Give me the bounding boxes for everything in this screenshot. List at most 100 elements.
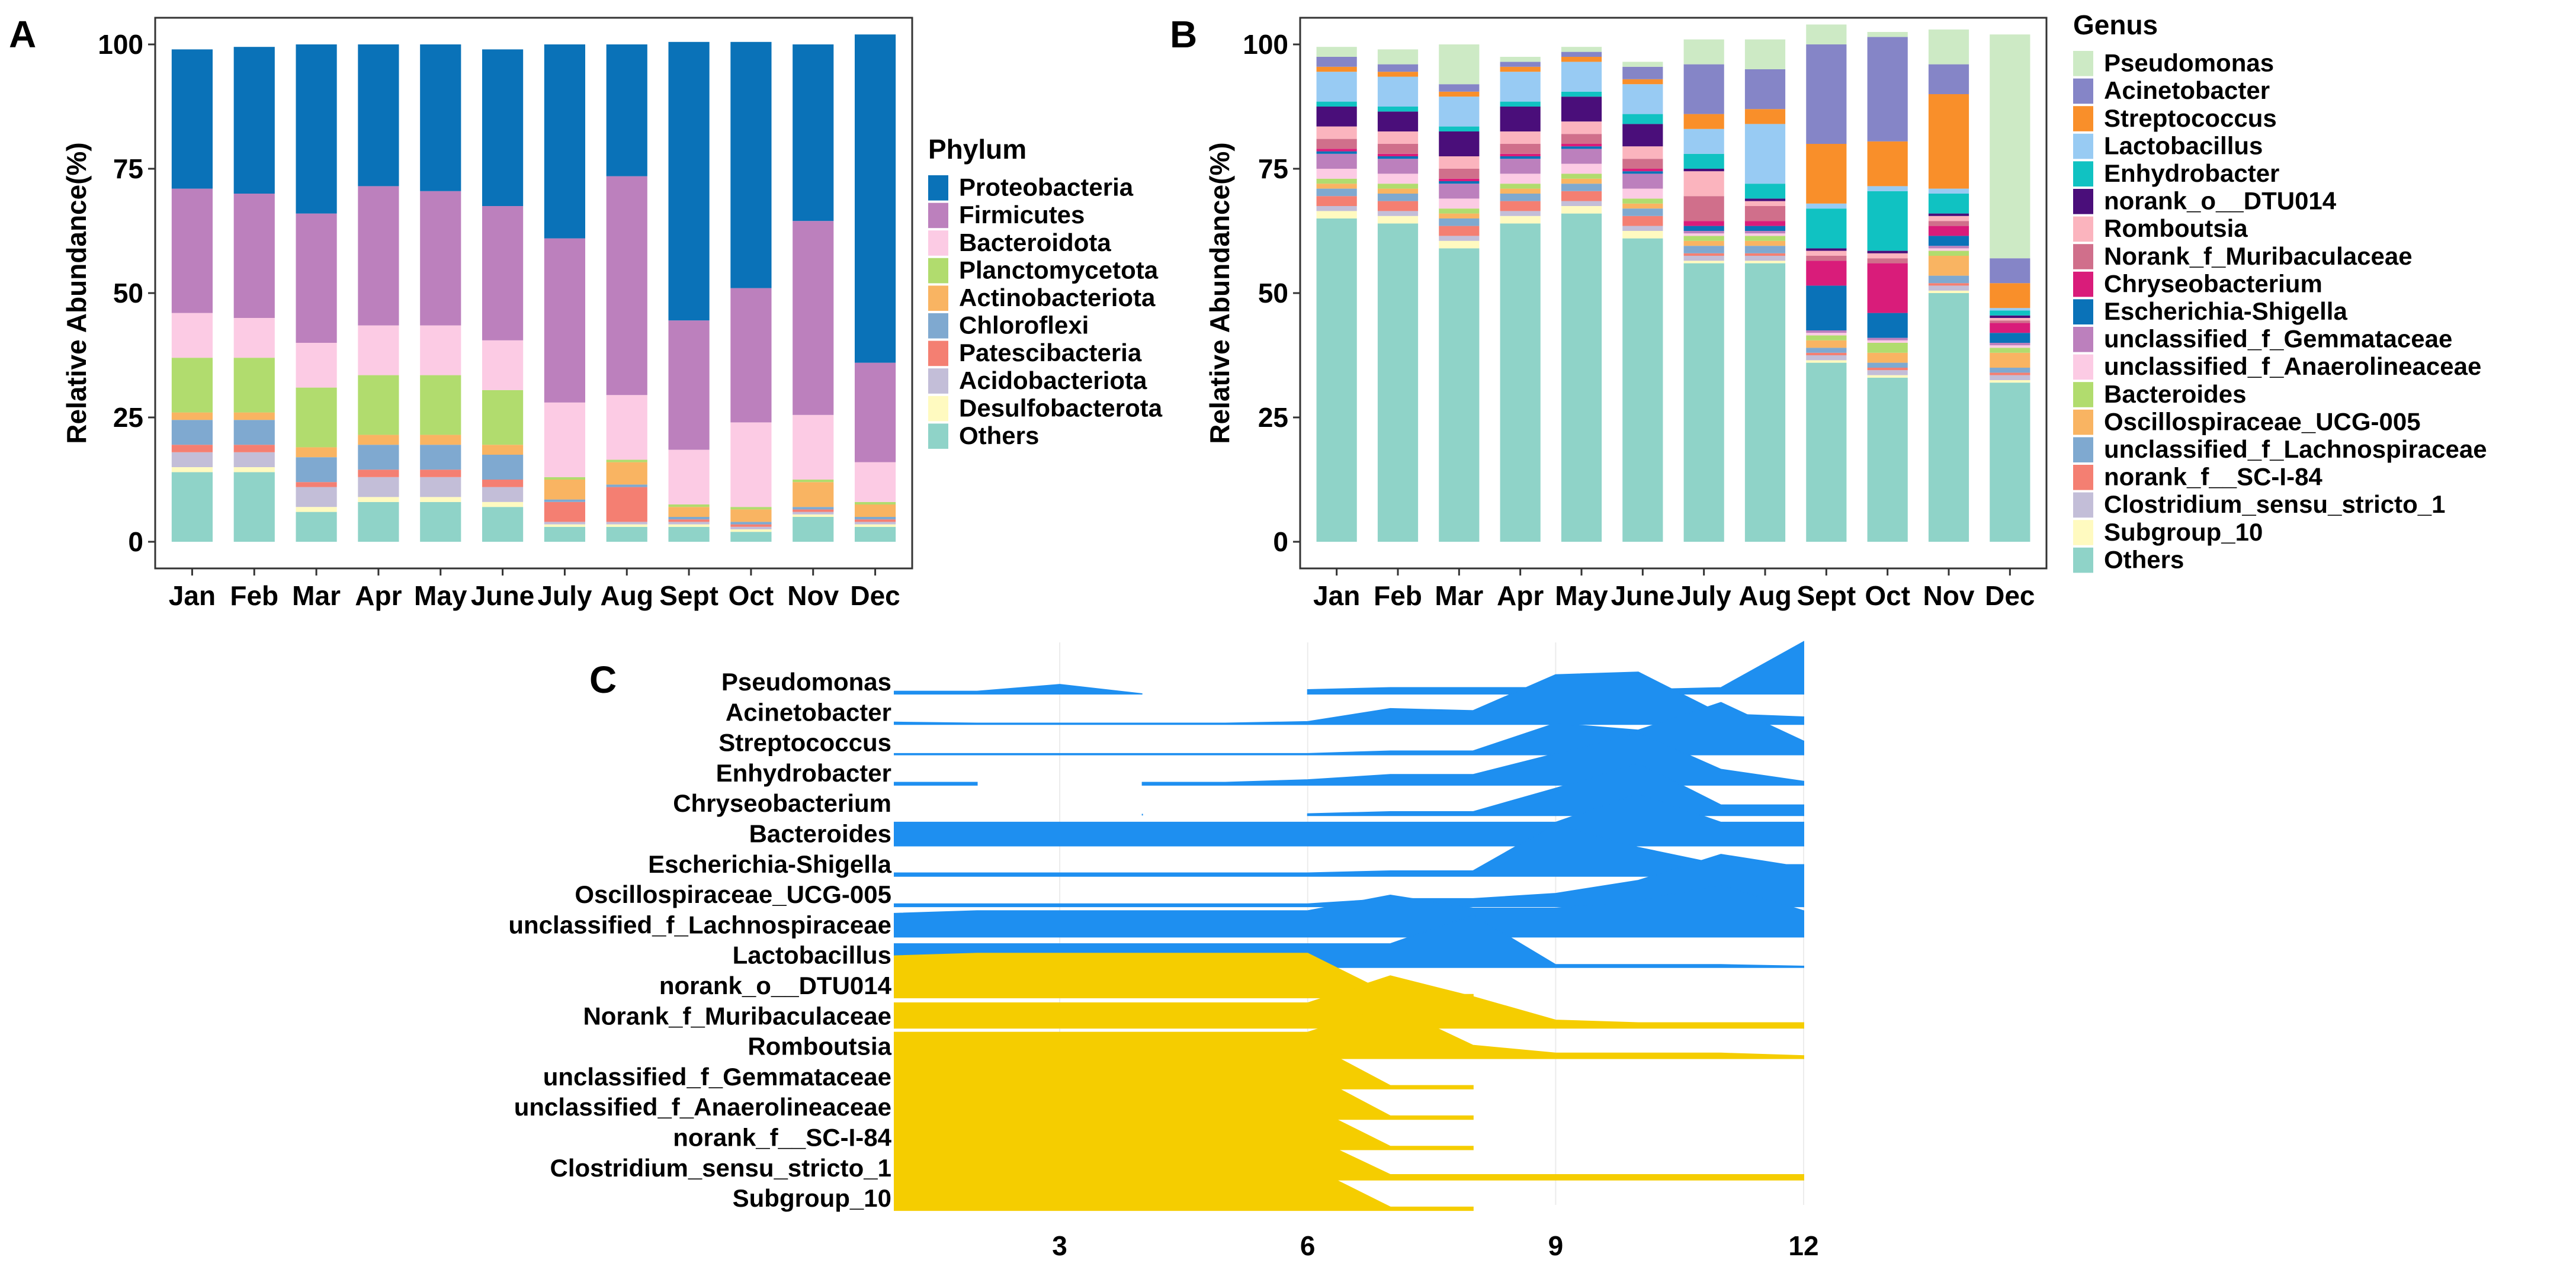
bar-aug-others: [1744, 263, 1786, 542]
x-tick-label: 3: [1052, 1230, 1067, 1261]
legend-swatch-chloroflexi: [928, 313, 948, 339]
bar-apr-patescibacteria: [358, 470, 399, 477]
y-tick-label: 75: [113, 153, 143, 184]
bar-may-streptococcus: [1561, 57, 1602, 62]
bar-sept-subgroup-10: [1806, 360, 1847, 363]
legend-label-subgroup-10: Subgroup_10: [2104, 518, 2263, 546]
bar-mar-norank-f-muribaculaceae: [1439, 169, 1480, 179]
bar-oct-bacteroides: [1867, 343, 1908, 353]
bar-dec-desulfobacterota: [854, 524, 896, 527]
bar-sept-chryseobacterium: [1806, 261, 1847, 286]
bar-nov-bacteroides: [1928, 250, 1969, 256]
bar-dec-patescibacteria: [854, 519, 896, 522]
bar-dec-pseudomonas: [1990, 34, 2030, 259]
bar-aug-proteobacteria: [606, 44, 647, 176]
x-tick-label: Aug: [1738, 580, 1791, 611]
bar-sept-romboutsia: [1806, 250, 1847, 256]
x-tick-label: 6: [1300, 1230, 1316, 1261]
bar-sept-lactobacillus: [1806, 203, 1847, 209]
x-tick-label: Sept: [659, 580, 718, 611]
bar-aug-bacteroides: [1744, 236, 1786, 241]
bar-june-planctomycetota: [482, 390, 524, 445]
bar-sept-others: [668, 526, 710, 542]
bar-mar-bacteroidota: [296, 343, 337, 388]
bar-nov-acidobacteriota: [793, 512, 834, 515]
bar-feb-streptococcus: [1377, 72, 1419, 77]
ridge-label-unclassified-f-lachnospiraceae: unclassified_f_Lachnospiraceae: [508, 911, 891, 938]
legend-swatch-others: [2073, 547, 2093, 573]
bar-oct-patescibacteria: [730, 524, 772, 527]
ridge-area-chryseobacterium: [1307, 763, 1804, 816]
legend-label-unclassified-f-anaerolineaceae: unclassified_f_Anaerolineaceae: [2104, 352, 2481, 380]
bar-july-subgroup-10: [1683, 261, 1724, 263]
bar-jan-others: [171, 472, 213, 542]
bar-may-chloroflexi: [420, 445, 461, 470]
bar-may-oscillospiraceae-ucg-005: [1561, 178, 1602, 184]
bar-dec-streptococcus: [1990, 283, 2030, 308]
y-tick-label: 100: [98, 29, 143, 60]
bar-july-firmicutes: [544, 238, 586, 403]
bar-jan-chryseobacterium: [1316, 149, 1357, 152]
ridge-label-clostridium-sensu-stricto-1: Clostridium_sensu_stricto_1: [550, 1154, 891, 1182]
bar-sept-chloroflexi: [668, 517, 710, 520]
bar-june-pseudomonas: [1622, 62, 1663, 67]
bar-mar-acinetobacter: [1439, 84, 1480, 92]
bar-jan-desulfobacterota: [171, 467, 213, 472]
bar-june-patescibacteria: [482, 480, 524, 487]
bar-mar-firmicutes: [296, 213, 337, 343]
legend-swatch-unclassified-f-anaerolineaceae: [2073, 354, 2093, 380]
bar-feb-subgroup-10: [1377, 216, 1419, 224]
bar-aug-actinobacteriota: [606, 462, 647, 485]
bar-apr-unclassified-f-anaerolineaceae: [1500, 173, 1541, 184]
x-tick-label: Jan: [169, 580, 216, 611]
bar-mar-desulfobacterota: [296, 507, 337, 512]
bar-jan-norank-f-muribaculaceae: [1316, 139, 1357, 149]
bar-mar-streptococcus: [1439, 91, 1480, 97]
bar-sept-unclassified-f-anaerolineaceae: [1806, 333, 1847, 336]
bar-may-unclassified-f-anaerolineaceae: [1561, 163, 1602, 174]
legend-swatch-others: [928, 423, 948, 449]
bar-sept-patescibacteria: [668, 519, 710, 522]
legend-swatch-desulfobacterota: [928, 396, 948, 422]
bar-july-others: [544, 526, 586, 542]
legend-label-lactobacillus: Lactobacillus: [2104, 131, 2263, 159]
x-tick-label: June: [1611, 580, 1674, 611]
bar-dec-acinetobacter: [1990, 258, 2030, 284]
bar-sept-actinobacteriota: [668, 507, 710, 517]
bar-mar-oscillospiraceae-ucg-005: [1439, 213, 1480, 218]
bar-jan-actinobacteriota: [171, 412, 213, 420]
bar-oct-norank-o-dtu014: [1867, 250, 1908, 253]
bar-feb-firmicutes: [233, 194, 275, 318]
bar-july-bacteroides: [1683, 236, 1724, 241]
bar-mar-proteobacteria: [296, 44, 337, 214]
bar-june-oscillospiraceae-ucg-005: [1622, 203, 1663, 209]
legend-label-oscillospiraceae-ucg-005: Oscillospiraceae_UCG-005: [2104, 407, 2421, 435]
bar-july-norank-f-muribaculaceae: [1683, 196, 1724, 221]
bar-jan-escherichia-shigella: [1316, 151, 1357, 154]
bar-aug-firmicutes: [606, 176, 647, 396]
ridge-norank-o-dtu014: [894, 953, 1474, 998]
bar-feb-romboutsia: [1377, 131, 1419, 144]
bar-jan-acidobacteriota: [171, 452, 213, 467]
bar-june-clostridium-sensu-stricto-1: [1622, 226, 1663, 231]
y-tick-label: 0: [128, 526, 143, 557]
bar-jan-planctomycetota: [171, 358, 213, 413]
bar-oct-planctomycetota: [730, 507, 772, 510]
bar-dec-firmicutes: [854, 362, 896, 462]
legend-label-bacteroides: Bacteroides: [2104, 380, 2246, 408]
bar-dec-actinobacteriota: [854, 504, 896, 517]
bar-sept-unclassified-f-lachnospiraceae: [1806, 348, 1847, 353]
bar-feb-lactobacillus: [1377, 76, 1419, 107]
bar-july-chryseobacterium: [1683, 221, 1724, 226]
legend-label-streptococcus: Streptococcus: [2104, 104, 2277, 132]
bar-feb-unclassified-f-anaerolineaceae: [1377, 173, 1419, 184]
bar-mar-romboutsia: [1439, 156, 1480, 169]
panel-a-phylum-chart: A 0 25 50 75 100 Relative Abundance(%) Jan Feb Ma…: [9, 13, 1163, 611]
bar-apr-bacteroidota: [358, 325, 399, 375]
bar-july-patescibacteria: [544, 502, 586, 522]
legend-swatch-pseudomonas: [2073, 51, 2093, 76]
bar-apr-pseudomonas: [1500, 57, 1541, 62]
bar-oct-others: [730, 532, 772, 542]
legend-swatch-norank-o-dtu014: [2073, 189, 2093, 214]
legend-label-clostridium-sensu-stricto-1: Clostridium_sensu_stricto_1: [2104, 490, 2446, 518]
